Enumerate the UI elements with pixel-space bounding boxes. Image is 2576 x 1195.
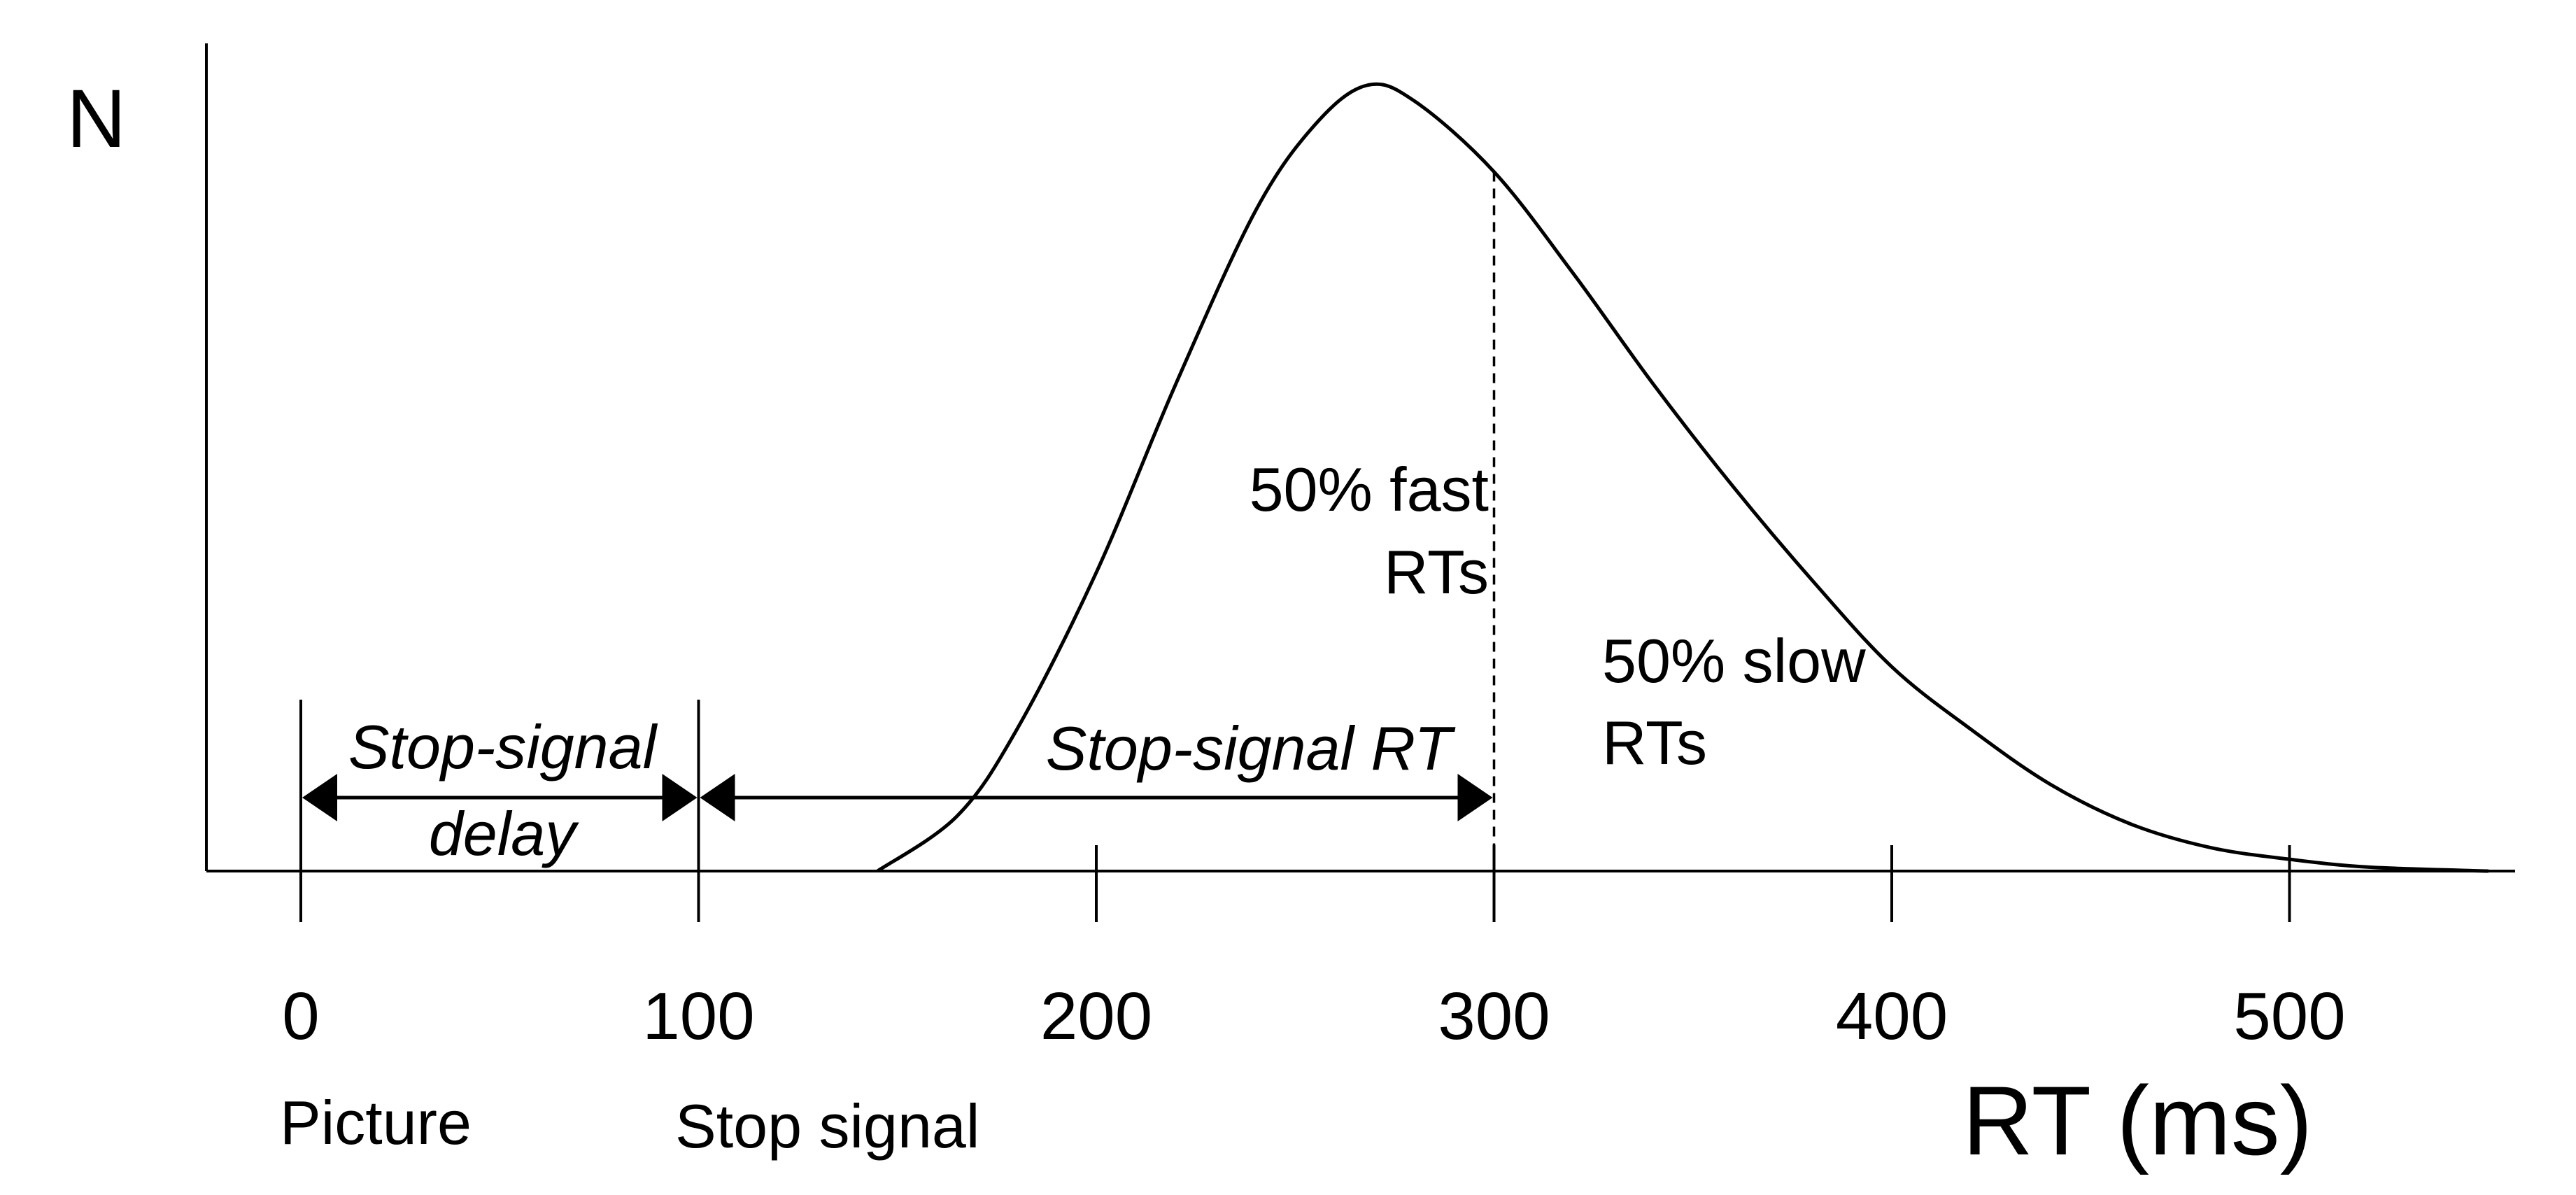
interval-arrowhead-left-1 [700, 774, 735, 821]
fast-rts-label-line2: RTs [1384, 537, 1489, 607]
x-tick-label-400: 400 [1836, 979, 1948, 1054]
event-label-stop-signal: Stop signal [675, 1091, 979, 1161]
stop-signal-delay-label-line2: delay [429, 799, 579, 868]
interval-arrowhead-right-1 [1457, 774, 1493, 821]
y-axis-label: N [66, 73, 126, 165]
interval-arrowhead-right-0 [662, 774, 698, 821]
x-tick-label-0: 0 [282, 979, 319, 1054]
x-axis-title: RT (ms) [1962, 1066, 2312, 1175]
x-tick-labels: 0 100 200 300 400 500 [282, 979, 2345, 1054]
interval-arrowhead-left-0 [302, 774, 337, 821]
interval-arrows [302, 774, 1493, 821]
x-tick-label-300: 300 [1438, 979, 1550, 1054]
stop-signal-delay-label-line1: Stop-signal [348, 712, 658, 782]
x-ticks [299, 700, 2291, 922]
fast-rts-label-line1: 50% fast [1250, 455, 1489, 524]
event-label-picture: Picture [280, 1088, 472, 1157]
slow-rts-label-line1: 50% slow [1602, 626, 1866, 695]
slow-rts-label-line2: RTs [1602, 708, 1707, 777]
stop-signal-rt-label: Stop-signal RT [1046, 714, 1456, 783]
x-tick-label-200: 200 [1040, 979, 1152, 1054]
x-tick-label-500: 500 [2233, 979, 2345, 1054]
rt-distribution-curve [876, 82, 2489, 873]
x-tick-label-100: 100 [642, 979, 754, 1054]
